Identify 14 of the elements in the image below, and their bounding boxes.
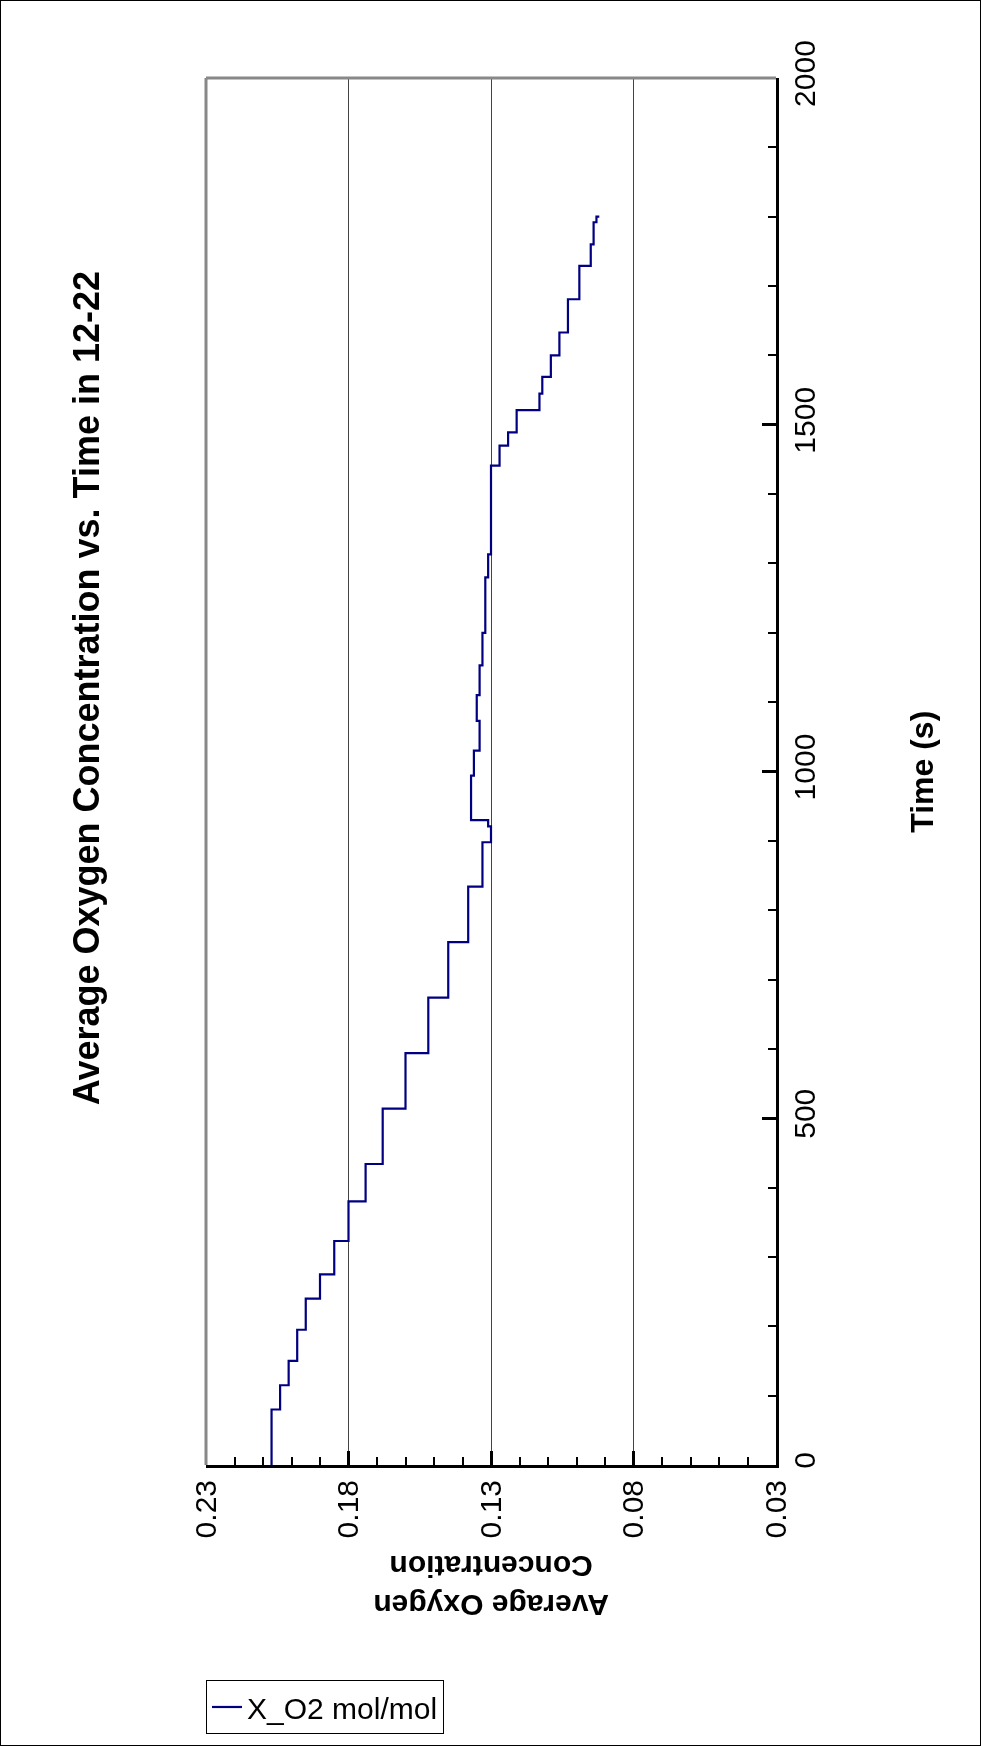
y-tick-label: 2000 — [788, 40, 821, 107]
y-axis-title: Time (s) — [903, 710, 940, 833]
legend-label: X_O2 mol/mol — [247, 1691, 438, 1725]
y-tick-label: 500 — [788, 1088, 821, 1139]
x-axis-title: Average Oxygen Concentration — [373, 1550, 609, 1623]
x-tick-label: 0.18 — [331, 1480, 365, 1539]
x-tick-label: 0.03 — [758, 1480, 792, 1539]
y-tick-label: 0 — [788, 1452, 821, 1469]
x-tick-label: 0.08 — [616, 1480, 650, 1539]
text: Average Oxygen Concentration vs. Time in 12-22 — [65, 270, 107, 1106]
y-tick-label: 1000 — [788, 733, 821, 801]
x-tick-label: 0.23 — [188, 1480, 222, 1539]
x-tick-label: 0.13 — [473, 1480, 507, 1539]
y-tick-label: 1500 — [788, 386, 821, 454]
